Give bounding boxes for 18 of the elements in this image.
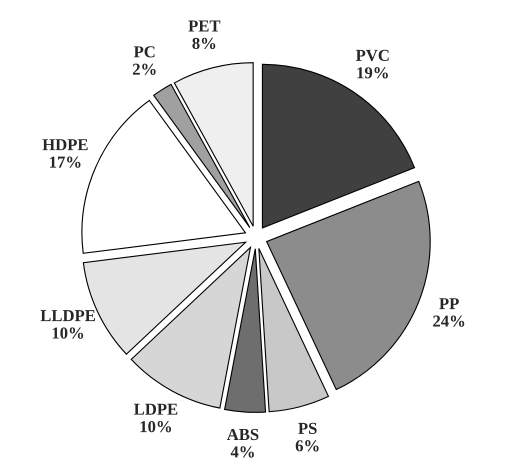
- slice-label: HDPE: [42, 139, 88, 150]
- data-label: 4%: [230, 446, 254, 458]
- slice-label: LDPE: [134, 404, 178, 415]
- slice-label: PS: [298, 422, 317, 434]
- slice-label: PVC: [356, 50, 389, 62]
- data-label: 19%: [357, 67, 388, 78]
- data-label: 17%: [50, 156, 80, 168]
- slice-label: PC: [134, 46, 155, 58]
- slice-label: ABS: [226, 428, 258, 440]
- data-label: 2%: [132, 64, 156, 75]
- data-label: 6%: [296, 440, 319, 452]
- data-label: 10%: [52, 327, 84, 339]
- data-label: 10%: [140, 421, 172, 432]
- slice-label: PET: [188, 20, 220, 32]
- slice-label: PP: [439, 298, 459, 310]
- data-label: 8%: [192, 38, 216, 50]
- data-label: 24%: [433, 315, 464, 327]
- slice-label: LLDPE: [40, 310, 95, 322]
